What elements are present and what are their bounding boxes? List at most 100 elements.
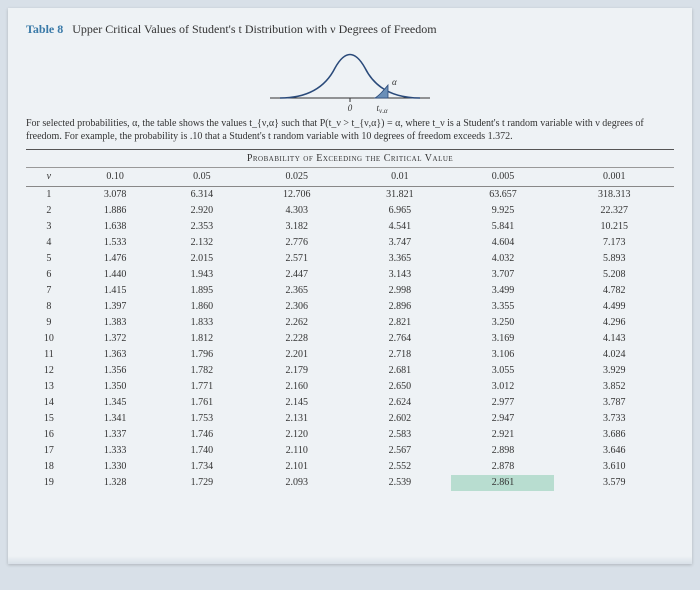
- value-cell: 2.110: [245, 443, 348, 459]
- value-cell: 2.145: [245, 395, 348, 411]
- col-header: 0.001: [554, 168, 674, 186]
- value-cell: 2.718: [348, 347, 451, 363]
- nu-cell: 15: [26, 411, 72, 427]
- value-cell: 5.841: [451, 219, 554, 235]
- table-header-row: ν 0.10 0.05 0.025 0.01 0.005 0.001: [26, 168, 674, 186]
- value-cell: 1.860: [159, 299, 246, 315]
- value-cell: 1.729: [159, 475, 246, 491]
- value-cell: 4.143: [554, 331, 674, 347]
- value-cell: 2.131: [245, 411, 348, 427]
- value-cell: 4.499: [554, 299, 674, 315]
- table-row: 191.3281.7292.0932.5392.8613.579: [26, 475, 674, 491]
- value-cell: 5.208: [554, 267, 674, 283]
- value-cell: 4.604: [451, 235, 554, 251]
- value-cell: 1.397: [72, 299, 159, 315]
- table-row: 21.8862.9204.3036.9659.92522.327: [26, 203, 674, 219]
- value-cell: 2.353: [159, 219, 246, 235]
- value-cell: 318.313: [554, 186, 674, 203]
- value-cell: 4.296: [554, 315, 674, 331]
- critical-values-table: ν 0.10 0.05 0.025 0.01 0.005 0.001 13.07…: [26, 168, 674, 491]
- table-row: 111.3631.7962.2012.7183.1064.024: [26, 347, 674, 363]
- table-row: 13.0786.31412.70631.82163.657318.313: [26, 186, 674, 203]
- nu-header: ν: [26, 168, 72, 186]
- value-cell: 2.602: [348, 411, 451, 427]
- col-header: 0.005: [451, 168, 554, 186]
- table-row: 141.3451.7612.1452.6242.9773.787: [26, 395, 674, 411]
- value-cell: 1.341: [72, 411, 159, 427]
- value-cell: 1.812: [159, 331, 246, 347]
- table-body: 13.0786.31412.70631.82163.657318.31321.8…: [26, 186, 674, 491]
- value-cell: 1.337: [72, 427, 159, 443]
- nu-cell: 11: [26, 347, 72, 363]
- nu-cell: 17: [26, 443, 72, 459]
- value-cell: 2.821: [348, 315, 451, 331]
- value-cell: 1.740: [159, 443, 246, 459]
- value-cell: 2.571: [245, 251, 348, 267]
- value-cell: 2.015: [159, 251, 246, 267]
- table-row: 151.3411.7532.1312.6022.9473.733: [26, 411, 674, 427]
- value-cell: 3.355: [451, 299, 554, 315]
- value-cell: 1.886: [72, 203, 159, 219]
- value-cell: 3.365: [348, 251, 451, 267]
- value-cell: 6.314: [159, 186, 246, 203]
- value-cell: 3.169: [451, 331, 554, 347]
- value-cell: 3.707: [451, 267, 554, 283]
- alpha-label: α: [392, 77, 397, 87]
- value-cell: 1.533: [72, 235, 159, 251]
- table-row: 61.4401.9432.4473.1433.7075.208: [26, 267, 674, 283]
- value-cell: 5.893: [554, 251, 674, 267]
- col-header: 0.05: [159, 168, 246, 186]
- nu-cell: 1: [26, 186, 72, 203]
- value-cell: 2.583: [348, 427, 451, 443]
- value-cell: 2.896: [348, 299, 451, 315]
- value-cell: 2.681: [348, 363, 451, 379]
- value-cell: 3.646: [554, 443, 674, 459]
- value-cell: 2.539: [348, 475, 451, 491]
- value-cell: 2.977: [451, 395, 554, 411]
- value-cell: 2.447: [245, 267, 348, 283]
- value-cell: 2.947: [451, 411, 554, 427]
- value-cell: 1.415: [72, 283, 159, 299]
- value-cell: 1.345: [72, 395, 159, 411]
- nu-cell: 9: [26, 315, 72, 331]
- value-cell: 1.833: [159, 315, 246, 331]
- value-cell: 4.782: [554, 283, 674, 299]
- value-cell: 3.182: [245, 219, 348, 235]
- value-cell: 10.215: [554, 219, 674, 235]
- value-cell: 1.363: [72, 347, 159, 363]
- value-cell: 1.356: [72, 363, 159, 379]
- value-cell: 2.262: [245, 315, 348, 331]
- value-cell: 2.998: [348, 283, 451, 299]
- col-header: 0.10: [72, 168, 159, 186]
- value-cell: 1.734: [159, 459, 246, 475]
- table-row: 31.6382.3533.1824.5415.84110.215: [26, 219, 674, 235]
- value-cell: 2.160: [245, 379, 348, 395]
- value-cell: 2.920: [159, 203, 246, 219]
- nu-cell: 5: [26, 251, 72, 267]
- value-cell: 22.327: [554, 203, 674, 219]
- value-cell: 3.733: [554, 411, 674, 427]
- nu-cell: 14: [26, 395, 72, 411]
- table-caption: For selected probabilities, α, the table…: [26, 117, 674, 143]
- nu-cell: 4: [26, 235, 72, 251]
- table-row: 171.3331.7402.1102.5672.8983.646: [26, 443, 674, 459]
- value-cell: 9.925: [451, 203, 554, 219]
- value-cell: 3.078: [72, 186, 159, 203]
- value-cell: 2.776: [245, 235, 348, 251]
- value-cell: 2.624: [348, 395, 451, 411]
- nu-cell: 19: [26, 475, 72, 491]
- value-cell: 2.120: [245, 427, 348, 443]
- value-cell: 3.012: [451, 379, 554, 395]
- value-cell: 4.541: [348, 219, 451, 235]
- table-title: Table 8 Upper Critical Values of Student…: [26, 22, 674, 37]
- value-cell: 3.686: [554, 427, 674, 443]
- value-cell: 12.706: [245, 186, 348, 203]
- value-cell: 1.372: [72, 331, 159, 347]
- value-cell: 2.921: [451, 427, 554, 443]
- table-row: 81.3971.8602.3062.8963.3554.499: [26, 299, 674, 315]
- value-cell: 2.132: [159, 235, 246, 251]
- value-cell: 2.878: [451, 459, 554, 475]
- value-cell: 3.747: [348, 235, 451, 251]
- col-header: 0.025: [245, 168, 348, 186]
- value-cell: 2.764: [348, 331, 451, 347]
